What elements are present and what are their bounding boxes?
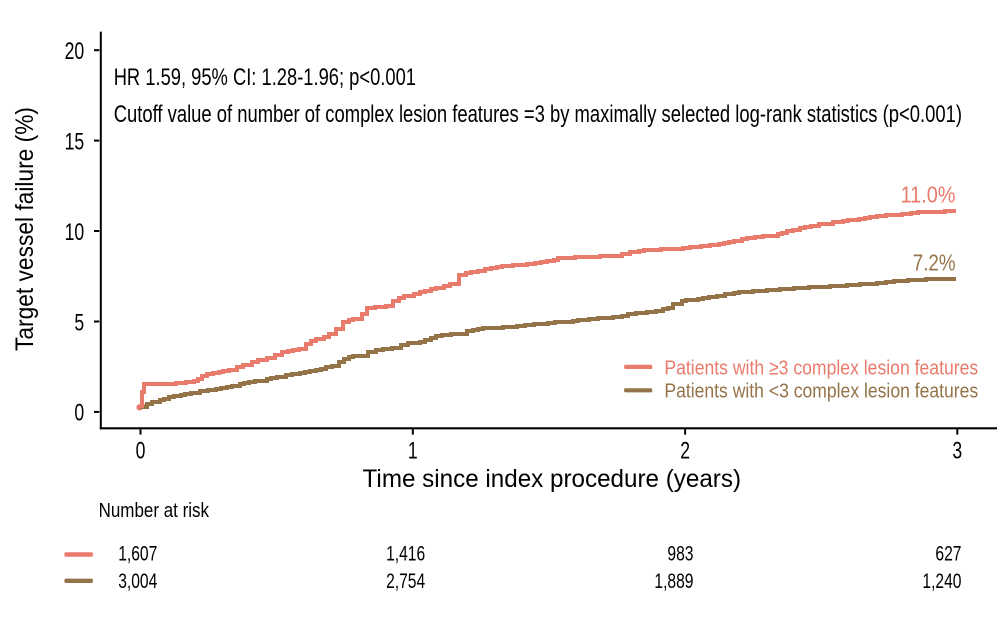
svg-text:Cutoff value of number of comp: Cutoff value of number of complex lesion… bbox=[114, 101, 962, 128]
svg-text:20: 20 bbox=[65, 38, 85, 65]
svg-text:2,754: 2,754 bbox=[386, 569, 425, 593]
svg-text:3: 3 bbox=[952, 438, 962, 465]
svg-text:2: 2 bbox=[680, 438, 690, 465]
svg-text:11.0%: 11.0% bbox=[901, 181, 956, 207]
svg-text:1,889: 1,889 bbox=[654, 569, 693, 593]
svg-text:Patients with <3 complex lesio: Patients with <3 complex lesion features bbox=[664, 381, 978, 403]
svg-text:1,416: 1,416 bbox=[386, 542, 425, 566]
svg-text:1: 1 bbox=[408, 438, 418, 465]
svg-text:Patients with ≥3 complex lesio: Patients with ≥3 complex lesion features bbox=[664, 357, 978, 379]
svg-text:1,607: 1,607 bbox=[118, 542, 157, 566]
svg-text:5: 5 bbox=[74, 309, 84, 336]
svg-text:10: 10 bbox=[65, 219, 85, 246]
svg-text:Number at risk: Number at risk bbox=[99, 499, 210, 522]
svg-text:7.2%: 7.2% bbox=[913, 249, 956, 275]
svg-text:HR 1.59, 95% CI: 1.28-1.96; p<: HR 1.59, 95% CI: 1.28-1.96; p<0.001 bbox=[114, 64, 416, 91]
svg-text:Time since index procedure (ye: Time since index procedure (years) bbox=[363, 465, 742, 493]
svg-text:1,240: 1,240 bbox=[922, 569, 961, 593]
svg-text:15: 15 bbox=[65, 128, 85, 155]
svg-text:0: 0 bbox=[74, 400, 84, 427]
svg-text:0: 0 bbox=[136, 438, 146, 465]
svg-text:3,004: 3,004 bbox=[118, 569, 157, 593]
svg-text:983: 983 bbox=[667, 542, 693, 566]
svg-text:Target vessel failure (%): Target vessel failure (%) bbox=[11, 107, 39, 351]
svg-text:627: 627 bbox=[935, 542, 961, 566]
